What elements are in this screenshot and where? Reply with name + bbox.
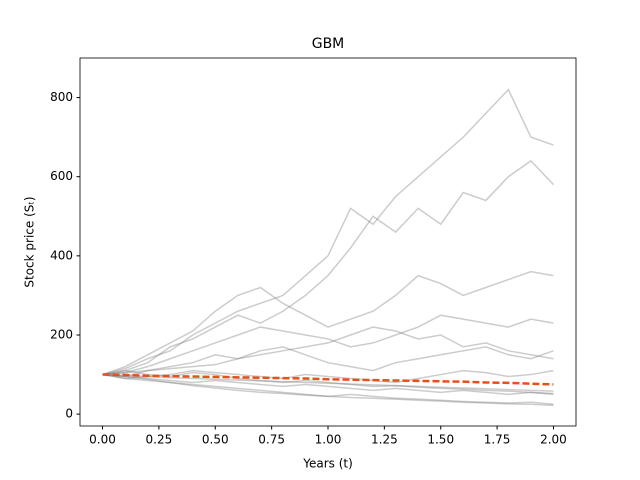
x-axis-label: Years (t) [302, 457, 353, 471]
price-path [102, 369, 554, 384]
x-tick-label: 0.50 [202, 433, 229, 447]
x-tick-label: 1.00 [315, 433, 342, 447]
x-tick-label: 0.00 [89, 433, 116, 447]
price-path [102, 314, 554, 376]
x-tick-label: 1.25 [371, 433, 398, 447]
price-path [102, 88, 554, 376]
y-tick-label: 400 [50, 248, 73, 262]
price-path [102, 373, 554, 407]
price-path [102, 373, 554, 405]
plot-frame [79, 57, 577, 427]
y-tick-label: 600 [50, 169, 73, 183]
x-tick-label: 0.25 [146, 433, 173, 447]
price-path [102, 326, 554, 376]
x-tick-label: 2.00 [540, 433, 567, 447]
price-path [102, 373, 554, 392]
y-tick-label: 800 [50, 90, 73, 104]
x-tick-label: 1.50 [427, 433, 454, 447]
y-axis-label: Stock price (Sₜ) [23, 196, 37, 287]
x-tick-label: 1.75 [484, 433, 511, 447]
x-tick-label: 0.75 [258, 433, 285, 447]
chart-title: GBM [312, 36, 345, 52]
price-path [102, 373, 554, 386]
price-path [102, 159, 554, 376]
price-path [102, 373, 554, 396]
y-tick-label: 0 [65, 407, 73, 421]
y-tick-label: 200 [50, 327, 73, 341]
price-path [102, 346, 554, 378]
price-path [102, 270, 554, 376]
